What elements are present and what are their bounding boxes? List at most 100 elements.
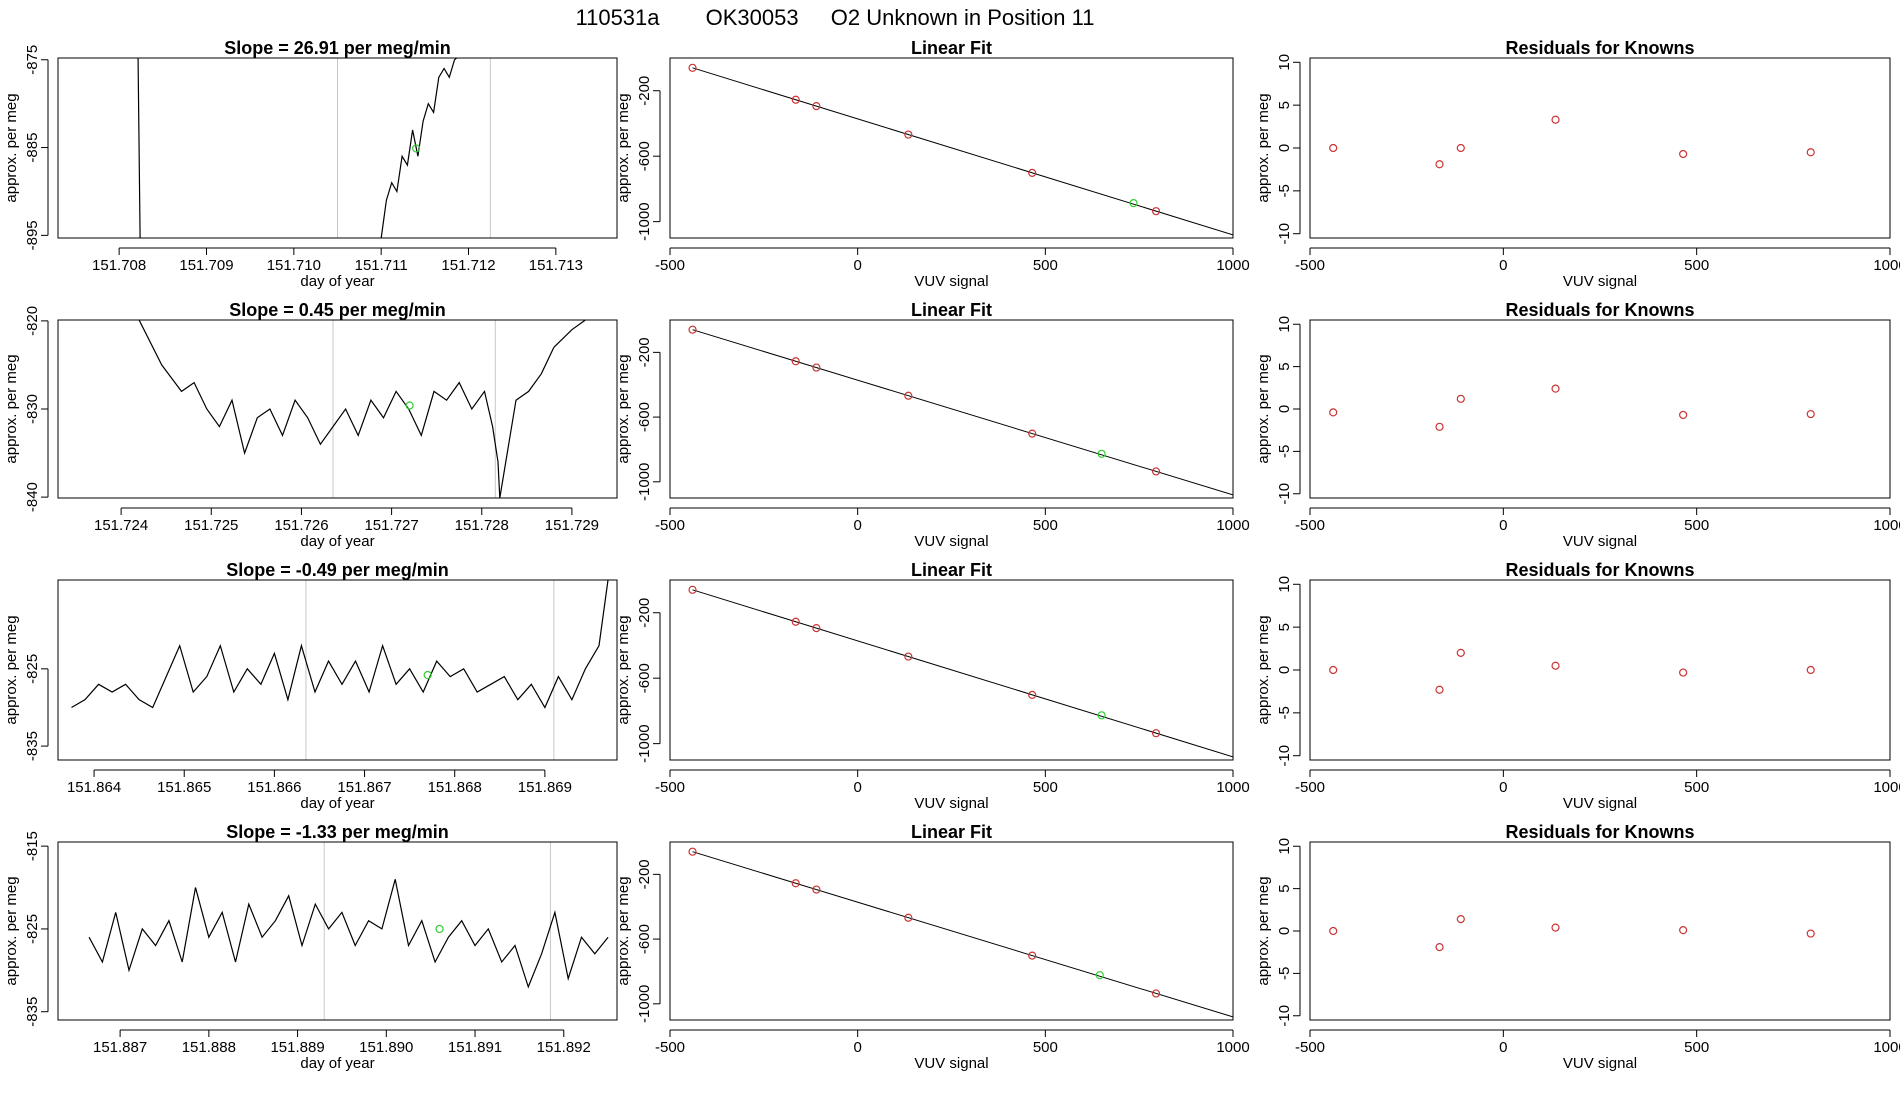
row4-fit-known-point [688, 847, 697, 856]
row3-fit-y-tick-label: -1000 [636, 724, 653, 762]
row4-fit-unknown-point [1095, 971, 1104, 980]
row4-residuals-known-point [1329, 926, 1338, 936]
row2-fit-y-tick-label: -600 [636, 402, 653, 432]
row1-trace-plot-area [137, 58, 491, 238]
row1-trace-trace-b-line [380, 58, 458, 238]
row1-fit-title: Linear Fit [911, 38, 992, 58]
row4-residuals-xlabel: VUV signal [1563, 1055, 1637, 1072]
row2-residuals-known-point [1329, 408, 1338, 417]
row2-fit-known-point [688, 325, 697, 334]
row1-trace-title: Slope = 26.91 per meg/min [224, 38, 451, 58]
row2-trace-y-tick-label: -830 [24, 394, 41, 424]
row2-trace-ylabel: approx. per meg [3, 354, 20, 463]
row1-residuals-known-point [1329, 143, 1338, 153]
row4-fit-chart: Linear Fit VUV signal approx. per meg -500 0… [615, 822, 1250, 1072]
row4-residuals-ylabel: approx. per meg [1255, 876, 1272, 985]
panel-grid: Slope = 26.91 per meg/min day of year appr… [3, 38, 1900, 1072]
row1-residuals-y-tick-label: 0 [1276, 144, 1293, 152]
row4-trace-y-tick-label: -815 [24, 831, 41, 861]
row2-fit-known-point [904, 391, 913, 400]
row2-trace-x-tick-label: 151.724 [94, 517, 148, 534]
row4-trace-title: Slope = -1.33 per meg/min [226, 822, 449, 842]
row1-trace-frame [57, 57, 618, 239]
row4-trace-y-tick-label: -835 [24, 997, 41, 1027]
row1-residuals-x-tick-label: 1000 [1873, 257, 1900, 274]
row2-residuals-y-tick-label: 5 [1276, 362, 1293, 370]
row1-fit-unknown-point [1129, 199, 1138, 208]
row2-trace-x-tick-label: 151.725 [184, 517, 238, 534]
row2-fit-y-tick-label: -1000 [636, 463, 653, 501]
row3-fit-frame [669, 579, 1234, 761]
row4-residuals-y-tick-label: -10 [1276, 1005, 1293, 1027]
row3-residuals-y-tick-label: -10 [1276, 745, 1293, 767]
row1-trace-y-tick-label: -885 [24, 133, 41, 163]
row1-trace-y-tick-label: -895 [24, 220, 41, 250]
row1-trace-ylabel: approx. per meg [3, 93, 20, 202]
row3-trace-chart: Slope = -0.49 per meg/min day of year appr… [3, 560, 618, 812]
row4-residuals-x-tick-label: 1000 [1873, 1039, 1900, 1056]
row1-residuals-y-tick-label: -5 [1276, 184, 1293, 197]
row3-fit-x-tick-label: 500 [1033, 779, 1058, 796]
row3-fit-y-tick-label: -600 [636, 663, 653, 693]
row1-trace-x-tick-label: 151.709 [179, 257, 233, 274]
row1-fit-y-tick-label: -200 [636, 76, 653, 106]
row1-trace-x-tick-label: 151.710 [267, 257, 321, 274]
row1-fit-known-point [791, 95, 800, 104]
row4-fit-y-tick-label: -600 [636, 924, 653, 954]
row4-trace-y-tick-label: -825 [24, 914, 41, 944]
row2-residuals-y-tick-label: -10 [1276, 483, 1293, 505]
row2-residuals-y-tick-label: 10 [1276, 316, 1293, 333]
row3-residuals-known-point [1679, 668, 1688, 677]
row4-fit-known-point [812, 885, 821, 894]
row4-residuals-chart: Residuals for Knowns VUV signal approx. pe… [1255, 822, 1900, 1072]
row1-fit-fit-line [692, 67, 1233, 236]
row3-trace-x-tick-label: 151.868 [428, 779, 482, 796]
row4-residuals-frame [1309, 841, 1891, 1021]
row2-residuals-x-tick-label: 1000 [1873, 517, 1900, 534]
row2-residuals-x-tick-label: -500 [1295, 517, 1325, 534]
row4-residuals-known-point [1435, 943, 1444, 952]
row3-residuals-title: Residuals for Knowns [1505, 560, 1694, 580]
row1-residuals-xlabel: VUV signal [1563, 273, 1637, 290]
row3-residuals-xlabel: VUV signal [1563, 795, 1637, 812]
row4-fit-plot-area [688, 847, 1233, 1018]
row2-fit-x-tick-label: 500 [1033, 517, 1058, 534]
row1-residuals-y-tick-label: 5 [1276, 101, 1293, 109]
row2-residuals-plot-area [1329, 384, 1815, 431]
row2-fit-frame [669, 319, 1234, 499]
row4-trace-frame [57, 841, 618, 1021]
row1-fit-known-point [688, 63, 697, 72]
row3-fit-fit-line [692, 589, 1233, 758]
row1-fit-x-tick-label: 1000 [1216, 257, 1249, 274]
row4-trace-x-tick-label: 151.892 [537, 1039, 591, 1056]
row3-trace-x-tick-label: 151.867 [337, 779, 391, 796]
row1-fit-known-point [1028, 168, 1037, 177]
row3-residuals-plot-area [1329, 648, 1815, 694]
row3-residuals-known-point [1329, 665, 1338, 675]
row4-residuals-x-tick-label: 0 [1499, 1039, 1507, 1056]
row2-residuals-known-point [1806, 409, 1815, 419]
row3-fit-known-point [1151, 729, 1161, 738]
row2-residuals-y-tick-label: 0 [1276, 405, 1293, 413]
row3-trace-x-tick-label: 151.865 [157, 779, 211, 796]
row1-residuals-known-point [1435, 160, 1444, 169]
row3-trace-unknown-point [423, 670, 432, 680]
row1-residuals-chart: Residuals for Knowns VUV signal approx. pe… [1255, 38, 1900, 290]
row4-residuals-y-tick-label: 0 [1276, 927, 1293, 935]
row1-residuals-y-tick-label: -10 [1276, 223, 1293, 245]
row4-fit-fit-line [692, 851, 1233, 1018]
row3-trace-x-tick-label: 151.866 [247, 779, 301, 796]
row4-fit-ylabel: approx. per meg [615, 876, 632, 985]
row3-fit-xlabel: VUV signal [914, 795, 988, 812]
figure-title: 110531a OK30053 O2 Unknown in Position 1… [576, 5, 1095, 30]
row3-residuals-known-point [1551, 661, 1560, 670]
row3-fit-ylabel: approx. per meg [615, 615, 632, 724]
row2-fit-x-tick-label: 1000 [1216, 517, 1249, 534]
row1-trace-y-tick-label: -875 [24, 45, 41, 75]
row1-residuals-known-point [1551, 115, 1560, 124]
row4-trace-plot-area [88, 842, 609, 1020]
row4-residuals-known-point [1679, 926, 1688, 935]
row1-fit-plot-area [688, 63, 1233, 236]
row2-residuals-xlabel: VUV signal [1563, 533, 1637, 550]
row4-fit-known-point [904, 913, 913, 922]
